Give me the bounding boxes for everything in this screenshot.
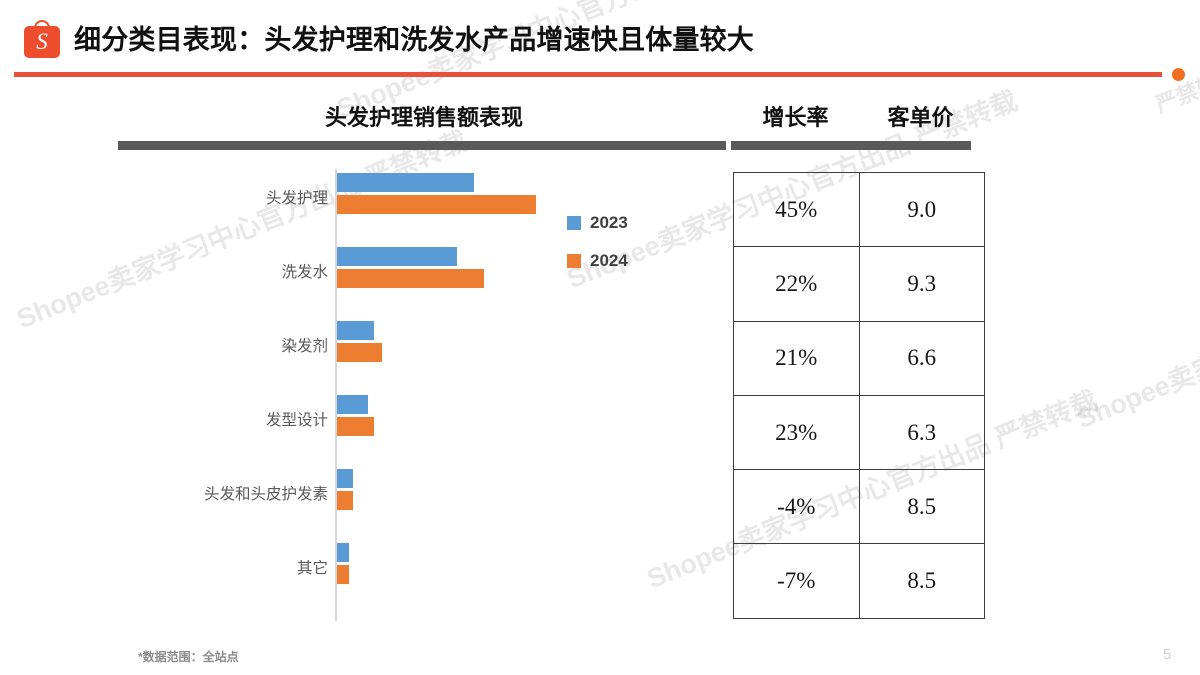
table-row: 22% 9.3 bbox=[733, 246, 985, 322]
legend-item-2023: 2023 bbox=[567, 210, 628, 236]
table-cell-growth: 45% bbox=[733, 171, 860, 248]
table-cell-price: 9.3 bbox=[858, 246, 985, 322]
table-cell-growth: -7% bbox=[733, 543, 860, 619]
table-row: -7% 8.5 bbox=[733, 543, 985, 619]
chart-category-group: 洗发水 bbox=[120, 243, 730, 298]
chart-bar-2024 bbox=[337, 417, 374, 436]
chart-category-group: 头发护理 bbox=[120, 169, 730, 224]
table-row: 21% 6.6 bbox=[733, 320, 985, 396]
chart-heading-underline bbox=[118, 141, 726, 150]
page-number: 5 bbox=[1163, 646, 1172, 663]
table-cell-growth: 22% bbox=[733, 246, 860, 322]
chart-category-group: 其它 bbox=[120, 539, 730, 594]
chart-category-group: 染发剂 bbox=[120, 317, 730, 372]
table-cell-price: 6.3 bbox=[858, 394, 985, 471]
chart-bar-2023 bbox=[337, 321, 374, 340]
watermark-text: Shopee卖家学习中心官方出品 严禁转载 bbox=[1072, 226, 1200, 435]
chart-bar-2024 bbox=[337, 343, 382, 362]
chart-value-axis bbox=[335, 169, 337, 621]
legend-swatch-2024-icon bbox=[567, 254, 581, 268]
table-header-growth: 增长率 bbox=[762, 105, 829, 130]
legend-swatch-2023-icon bbox=[567, 216, 581, 230]
legend-item-2024: 2024 bbox=[567, 248, 628, 274]
chart-category-label: 发型设计 bbox=[265, 411, 328, 429]
legend-label-2024: 2024 bbox=[590, 251, 628, 270]
chart-category-label: 其它 bbox=[296, 559, 328, 577]
table-cell-price: 8.5 bbox=[858, 543, 985, 619]
metrics-table: 45% 9.0 22% 9.3 21% 6.6 23% 6.3 -4% 8.5 -7% 8.5 bbox=[733, 171, 985, 619]
table-row: 45% 9.0 bbox=[733, 171, 985, 248]
table-cell-growth: 21% bbox=[733, 320, 860, 396]
header-divider bbox=[14, 72, 1162, 77]
table-cell-growth: 23% bbox=[733, 394, 860, 471]
chart-category-label: 头发护理 bbox=[265, 189, 328, 207]
bar-chart: 头发护理洗发水染发剂发型设计头发和头皮护发素其它 2023 2024 bbox=[120, 165, 730, 625]
chart-bar-2023 bbox=[337, 247, 457, 266]
table-cell-growth: -4% bbox=[733, 469, 860, 545]
chart-category-group: 头发和头皮护发素 bbox=[120, 465, 730, 520]
chart-category-label: 头发和头皮护发素 bbox=[203, 485, 328, 503]
table-header-price: 客单价 bbox=[887, 105, 954, 130]
chart-heading: 头发护理销售额表现 bbox=[324, 105, 523, 130]
bag-body-icon bbox=[24, 26, 60, 58]
chart-bar-2024 bbox=[337, 269, 484, 288]
table-cell-price: 6.6 bbox=[858, 320, 985, 396]
data-scope-footnote: *数据范围：全站点 bbox=[138, 650, 239, 664]
table-heading-underline bbox=[731, 141, 971, 150]
chart-category-group: 发型设计 bbox=[120, 391, 730, 446]
shopee-s-letter: S bbox=[36, 29, 48, 54]
table-row: 23% 6.3 bbox=[733, 394, 985, 471]
slide-header: S 细分类目表现：头发护理和洗发水产品增速快且体量较大 bbox=[0, 0, 1200, 81]
table-row: -4% 8.5 bbox=[733, 469, 985, 545]
chart-bar-2023 bbox=[337, 173, 474, 192]
table-cell-price: 8.5 bbox=[858, 469, 985, 545]
chart-category-label: 洗发水 bbox=[281, 263, 328, 281]
table-header-row: 增长率 客单价 bbox=[733, 100, 983, 132]
legend-label-2023: 2023 bbox=[590, 213, 628, 232]
chart-bar-2024 bbox=[337, 195, 536, 214]
table-cell-price: 9.0 bbox=[858, 171, 985, 248]
divider-end-dot-icon bbox=[1172, 68, 1185, 81]
page-title: 细分类目表现：头发护理和洗发水产品增速快且体量较大 bbox=[74, 25, 754, 55]
chart-bar-2024 bbox=[337, 565, 349, 584]
chart-bar-2024 bbox=[337, 491, 353, 510]
chart-category-label: 染发剂 bbox=[281, 337, 328, 355]
chart-bar-2023 bbox=[337, 469, 353, 488]
chart-legend: 2023 2024 bbox=[567, 210, 628, 286]
chart-bar-2023 bbox=[337, 543, 349, 562]
shopee-bag-icon: S bbox=[24, 18, 60, 58]
chart-bar-2023 bbox=[337, 395, 368, 414]
